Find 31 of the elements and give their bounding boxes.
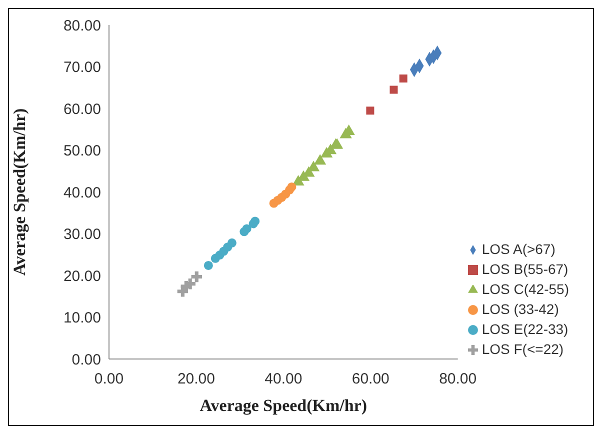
- y-tick-label: 40.00: [63, 184, 101, 202]
- y-tick-label: 60.00: [63, 100, 101, 118]
- legend-label: LOS E(22-33): [482, 321, 568, 337]
- y-tick-label: 0.00: [72, 351, 101, 368]
- y-tick-label: 10.00: [63, 310, 101, 327]
- legend-label: LOS (33-42): [482, 301, 559, 317]
- point: [399, 74, 408, 82]
- point: [390, 86, 398, 94]
- y-tick-label: 50.00: [63, 142, 101, 160]
- x-tick-label: 80.00: [439, 370, 477, 388]
- legend-label: LOS F(<=22): [482, 341, 564, 357]
- y-axis-title: Average Speed(Km/hr): [10, 108, 30, 276]
- y-tick-label: 80.00: [63, 17, 101, 34]
- y-tick-label: 70.00: [63, 59, 101, 76]
- x-tick-label: 0.00: [94, 370, 124, 388]
- x-tick-label: 20.00: [177, 370, 215, 388]
- legend-label: LOS A(>67): [482, 241, 556, 257]
- x-tick-label: 40.00: [264, 370, 302, 388]
- legend-label: LOS B(55-67): [482, 261, 568, 277]
- point: [204, 260, 213, 270]
- point: [191, 271, 202, 282]
- point: [366, 106, 374, 115]
- point: [250, 216, 260, 226]
- x-axis-title: Average Speed(Km/hr): [200, 396, 368, 415]
- y-tick-label: 20.00: [63, 268, 101, 285]
- point: [242, 224, 252, 234]
- x-tick-label: 60.00: [352, 370, 390, 388]
- point: [227, 238, 236, 248]
- y-tick-label: 30.00: [63, 226, 101, 244]
- point: [287, 182, 296, 192]
- legend-label: LOS C(42-55): [482, 281, 569, 297]
